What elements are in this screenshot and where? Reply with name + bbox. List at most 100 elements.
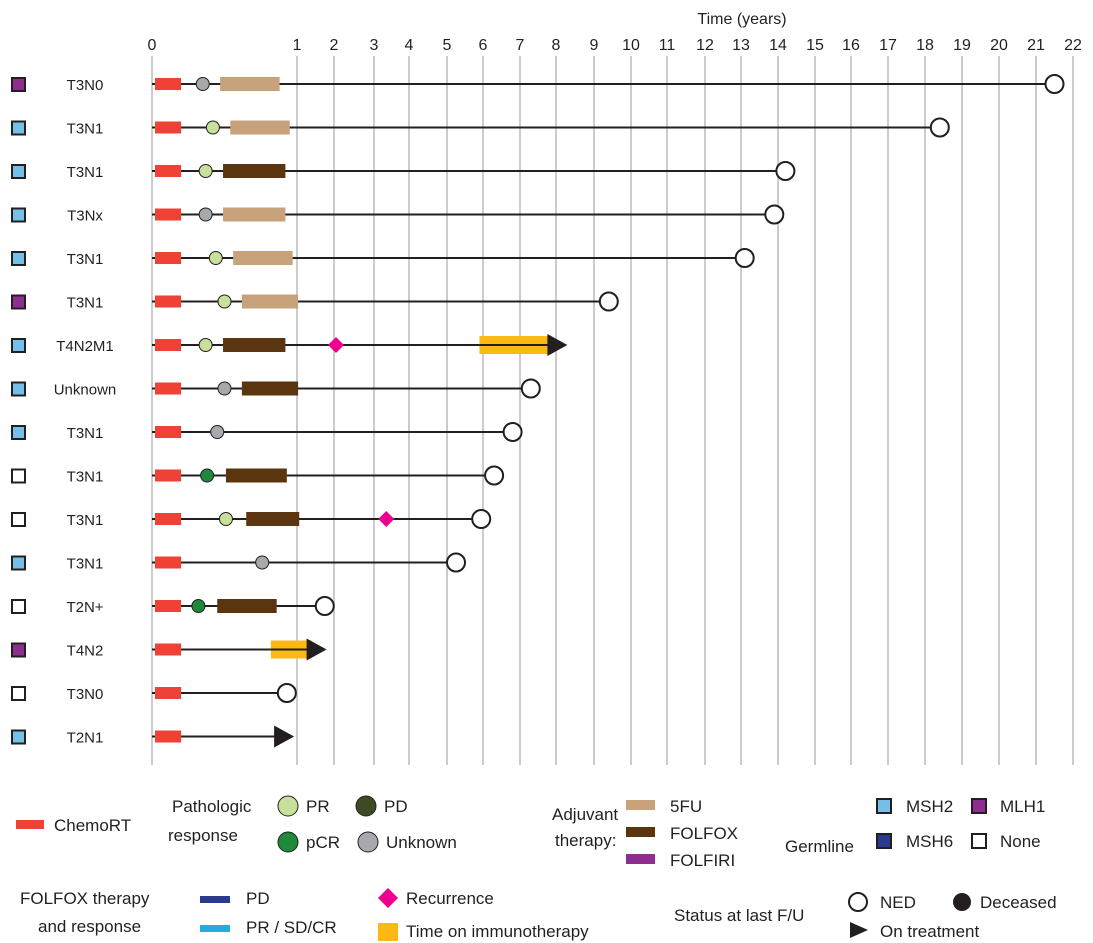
x-tick-label: 3	[370, 37, 379, 54]
x-tick-label: 14	[769, 37, 787, 54]
adjuvant-bar	[223, 338, 286, 352]
x-tick-label: 22	[1064, 37, 1082, 54]
status-ned-marker	[1044, 74, 1065, 94]
legend-folfox-title-line1: FOLFOX therapy	[20, 889, 150, 908]
chemort-bar	[155, 643, 182, 656]
germline-marker	[11, 468, 26, 484]
adjuvant-bar	[225, 468, 287, 483]
adjuvant-bar	[217, 599, 277, 613]
legend-unknown-label: Unknown	[386, 833, 457, 852]
status-on-treatment-marker	[547, 334, 568, 356]
legend-chemort-label: ChemoRT	[54, 816, 131, 835]
stage-label: T4N2	[67, 643, 104, 660]
adjuvant-bar	[233, 251, 293, 265]
germline-marker	[11, 294, 26, 310]
germline-marker	[11, 425, 26, 440]
legend-adjuvant-title-line1: Adjuvant	[552, 805, 618, 824]
x-tick-label: 0	[148, 37, 157, 54]
legend-status-title: Status at last F/U	[674, 906, 804, 925]
response-marker	[200, 468, 215, 483]
response-marker	[217, 381, 232, 396]
patient-row: T3N1	[11, 552, 466, 573]
legend-msh6-label: MSH6	[906, 832, 953, 851]
legend-on-treatment-marker	[850, 922, 868, 938]
legend-none-swatch	[971, 833, 987, 849]
legend-pd-marker	[355, 795, 377, 817]
germline-marker	[11, 729, 26, 745]
status-on-treatment-marker	[306, 638, 327, 661]
adjuvant-bar	[241, 381, 299, 396]
legend-msh2-label: MSH2	[906, 797, 953, 816]
adjuvant-bar	[246, 512, 300, 526]
status-ned-marker	[520, 378, 541, 399]
germline-marker	[11, 251, 26, 266]
status-on-treatment-marker	[274, 725, 295, 748]
x-tick-label: 13	[732, 37, 750, 54]
patient-row: T3Nx	[11, 204, 785, 225]
status-ned-marker	[314, 596, 335, 616]
patient-row: T3N0	[11, 683, 297, 703]
status-ned-marker	[764, 204, 785, 225]
chemort-bar	[155, 78, 182, 90]
germline-marker	[11, 381, 26, 397]
legend-recurrence-label: Recurrence	[406, 889, 494, 908]
legend-folfox-pr-label: PR / SD/CR	[246, 918, 337, 937]
legend-msh6-swatch	[876, 833, 892, 849]
x-axis-title: Time (years)	[697, 11, 786, 28]
status-ned-marker	[598, 291, 619, 312]
response-marker	[208, 251, 223, 265]
adjuvant-bar	[223, 164, 286, 178]
adjuvant-bar	[230, 120, 290, 135]
patient-row: Unknown	[11, 378, 541, 399]
patient-rows: T3N0 T3N1 T3N1 T3Nx T3N1 T3N1 T4N2M1 Unknown T3N…	[11, 74, 1065, 748]
response-marker	[255, 555, 270, 570]
legend-germline-title: Germline	[785, 837, 854, 856]
x-tick-label: 19	[953, 37, 971, 54]
germline-marker	[11, 120, 26, 136]
stage-label: T3N1	[67, 425, 104, 442]
x-tick-label: 5	[443, 37, 452, 54]
response-marker	[198, 164, 213, 178]
patient-row: T2N1	[11, 725, 295, 748]
stage-label: Unknown	[54, 382, 117, 399]
x-tick-label: 8	[552, 37, 561, 54]
legend-response-title-line1: Pathologic	[172, 797, 252, 816]
status-ned-marker	[484, 465, 505, 486]
germline-marker	[11, 686, 26, 701]
legend-chemort-swatch	[16, 820, 44, 829]
legend-immunotherapy-label: Time on immunotherapy	[406, 922, 589, 941]
stage-label: T3N0	[67, 686, 104, 703]
legend-response-title-line2: response	[168, 826, 238, 845]
chemort-bar	[155, 426, 182, 438]
response-marker	[198, 338, 213, 352]
legend-pcr-marker	[277, 831, 299, 853]
legend-mlh1-label: MLH1	[1000, 797, 1045, 816]
germline-marker	[11, 77, 26, 92]
status-ned-marker	[775, 161, 796, 181]
legend-ned-marker	[848, 892, 868, 912]
stage-label: T3N1	[67, 121, 104, 138]
chemort-bar	[155, 469, 182, 482]
response-marker	[218, 512, 233, 526]
stage-label: T2N1	[67, 730, 104, 747]
x-tick-label: 20	[990, 37, 1008, 54]
stage-label: T3N1	[67, 556, 104, 573]
chemort-bar	[155, 513, 182, 525]
response-marker	[195, 77, 210, 91]
legend: ChemoRT Pathologic response PR PD pCR Un…	[16, 795, 1057, 941]
x-tick-label: 12	[696, 37, 714, 54]
patient-row: T3N1	[11, 509, 492, 529]
legend-ned-label: NED	[880, 893, 916, 912]
response-marker	[205, 120, 220, 135]
chemort-bar	[155, 687, 182, 699]
germline-marker	[11, 207, 26, 223]
germline-marker	[11, 338, 26, 353]
patient-row: T3N1	[11, 161, 796, 181]
legend-folfox-label: FOLFOX	[670, 824, 738, 843]
chemort-bar	[155, 208, 182, 221]
x-tick-label: 2	[330, 37, 339, 54]
chemort-bar	[155, 730, 182, 743]
patient-row: T2N+	[11, 596, 335, 616]
x-tick-label: 4	[405, 37, 414, 54]
response-marker	[198, 207, 213, 222]
